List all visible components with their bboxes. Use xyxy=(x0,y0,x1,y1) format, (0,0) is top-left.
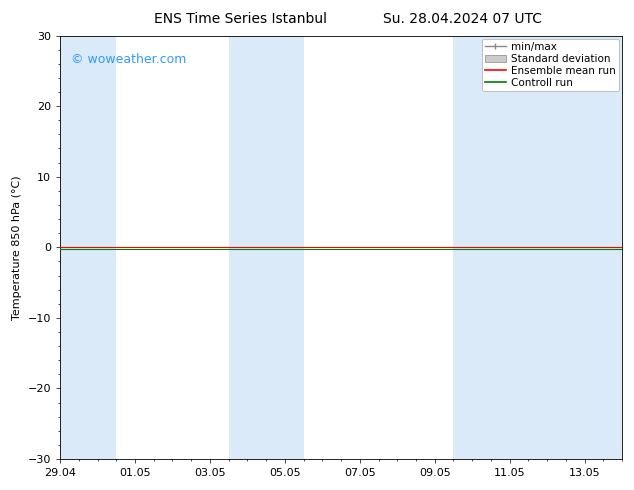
Text: © woweather.com: © woweather.com xyxy=(71,52,186,66)
Bar xyxy=(229,36,304,459)
Y-axis label: Temperature 850 hPa (°C): Temperature 850 hPa (°C) xyxy=(12,175,22,319)
Text: ENS Time Series Istanbul: ENS Time Series Istanbul xyxy=(155,12,327,26)
Bar xyxy=(60,36,116,459)
Bar xyxy=(453,36,622,459)
Legend: min/max, Standard deviation, Ensemble mean run, Controll run: min/max, Standard deviation, Ensemble me… xyxy=(482,39,619,91)
Text: Su. 28.04.2024 07 UTC: Su. 28.04.2024 07 UTC xyxy=(384,12,542,26)
